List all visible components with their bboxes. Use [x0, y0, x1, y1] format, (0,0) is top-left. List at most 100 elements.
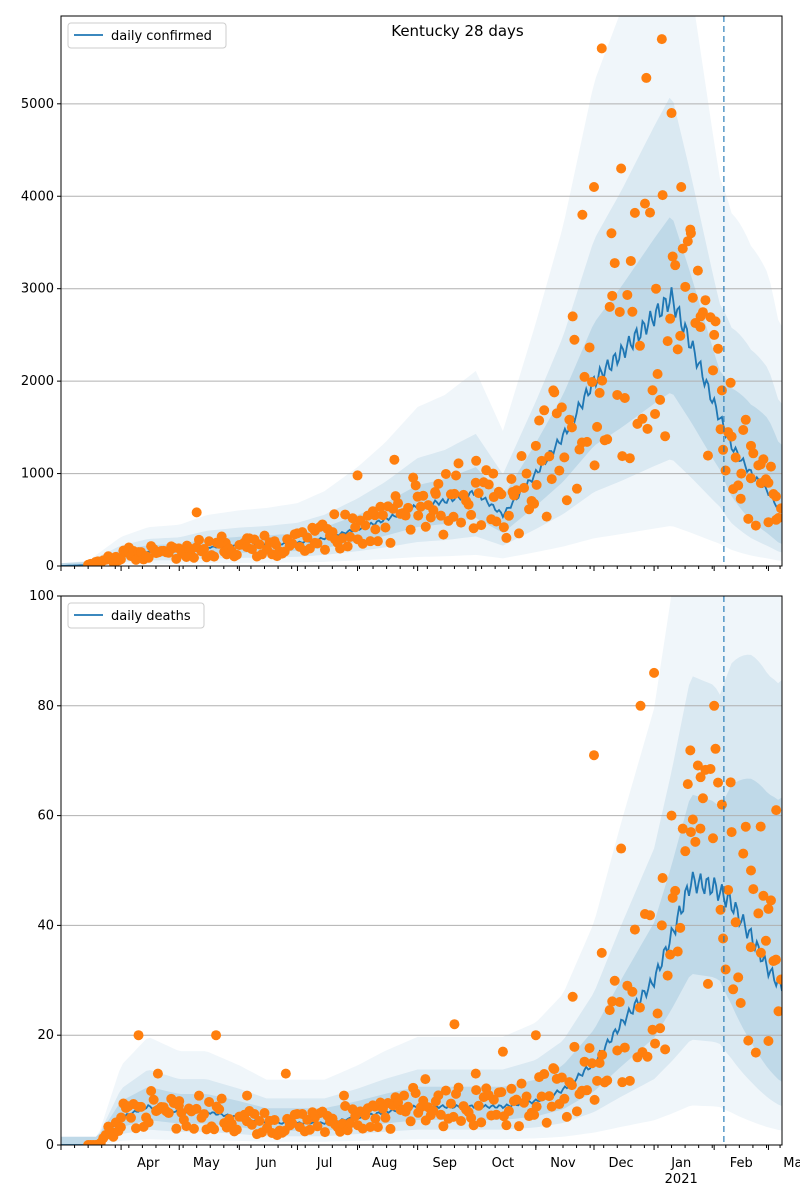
observed-point [501, 532, 512, 543]
observed-point [370, 524, 381, 535]
observed-point [745, 473, 756, 484]
observed-point [692, 760, 703, 771]
legend-label: daily confirmed [111, 29, 212, 44]
observed-point [506, 474, 517, 485]
observed-point [627, 306, 638, 317]
observed-point [740, 821, 751, 832]
observed-point [647, 1024, 658, 1035]
observed-point [473, 1100, 484, 1111]
observed-point [645, 207, 656, 218]
observed-point [385, 1123, 396, 1134]
x-tick-label: Feb [730, 1156, 753, 1171]
observed-point [720, 465, 731, 476]
observed-point [592, 1075, 603, 1086]
observed-point [372, 536, 383, 547]
observed-point [579, 371, 590, 382]
plot-frame [60, 595, 783, 1146]
observed-point [655, 394, 666, 405]
observed-point [463, 499, 474, 510]
observed-point [725, 777, 736, 788]
observed-point [708, 365, 719, 376]
y-tick-label: 5000 [21, 97, 54, 112]
observed-point [657, 190, 668, 201]
observed-point [677, 243, 688, 254]
observed-point [705, 763, 716, 774]
observed-point [569, 334, 580, 345]
observed-point [609, 258, 620, 269]
observed-point [302, 1114, 313, 1125]
observed-point [352, 470, 363, 481]
observed-point [488, 1094, 499, 1105]
observed-point [617, 1077, 628, 1088]
observed-point [743, 1035, 754, 1046]
observed-point [649, 667, 660, 678]
observed-point [655, 1023, 666, 1034]
observed-point [338, 1090, 349, 1101]
observed-point [582, 1085, 593, 1096]
observed-point [773, 1006, 782, 1017]
observed-point [561, 495, 572, 506]
observed-point [428, 505, 439, 516]
observed-point [530, 440, 541, 451]
observed-point [708, 833, 719, 844]
observed-point [146, 1085, 157, 1096]
legend-box [67, 22, 227, 49]
observed-point [571, 1106, 582, 1117]
y-tick-label: 0 [46, 1138, 54, 1153]
observed-point [612, 1045, 623, 1056]
observed-point [695, 322, 706, 333]
observed-point [650, 408, 661, 419]
observed-point [181, 551, 192, 562]
plot-frame [60, 15, 783, 567]
observed-point [365, 536, 376, 547]
observed-point [405, 524, 416, 535]
observed-point [287, 1118, 298, 1129]
observed-point [760, 474, 771, 485]
observed-point [188, 552, 199, 563]
observed-point [582, 436, 593, 447]
observed-point [476, 1117, 487, 1128]
observed-point [370, 1113, 381, 1124]
observed-point [347, 513, 358, 524]
observed-point [660, 431, 671, 442]
observed-point [471, 455, 482, 466]
plot-area [61, 16, 782, 566]
observed-point [622, 289, 633, 300]
observed-point [566, 422, 577, 433]
observed-point [587, 377, 598, 388]
observed-point [750, 1047, 761, 1058]
observed-point [246, 544, 257, 555]
observed-point [606, 228, 617, 239]
observed-point [740, 414, 751, 425]
observed-point [445, 489, 456, 500]
observed-point [726, 827, 737, 838]
observed-point [770, 954, 781, 965]
observed-point [634, 340, 645, 351]
observed-point [513, 528, 524, 539]
observed-point [405, 1116, 416, 1127]
observed-point [733, 480, 744, 491]
observed-point [619, 392, 630, 403]
observed-point [357, 538, 368, 549]
observed-point [529, 498, 540, 509]
observed-point [171, 553, 182, 564]
observed-point [765, 895, 776, 906]
observed-point [521, 1091, 532, 1102]
observed-point [554, 465, 565, 476]
observed-point [642, 423, 653, 434]
observed-point [716, 799, 727, 810]
observed-point [312, 1121, 323, 1132]
observed-point [438, 1121, 449, 1132]
observed-point [657, 873, 668, 884]
observed-point [496, 489, 507, 500]
observed-point [181, 1121, 192, 1132]
observed-point [682, 779, 693, 790]
observed-point [755, 947, 766, 958]
observed-point [666, 108, 677, 119]
observed-point [549, 1064, 560, 1075]
observed-point [468, 1120, 479, 1131]
observed-point [513, 1121, 524, 1132]
observed-point [448, 1111, 459, 1122]
observed-point [171, 1123, 182, 1134]
observed-point [718, 444, 729, 455]
